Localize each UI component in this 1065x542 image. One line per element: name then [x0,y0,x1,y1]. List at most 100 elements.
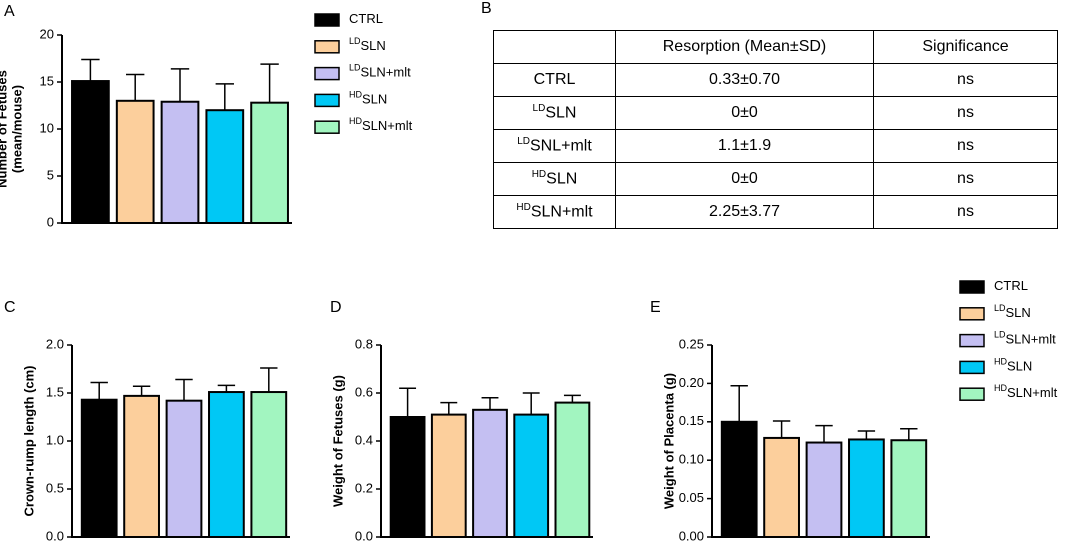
bar [472,408,508,538]
legend-name: SLN [362,92,387,107]
legend-swatch [314,13,340,27]
group-sup: LD [532,103,546,115]
legend-label: LDSLN [994,303,1031,320]
legend-label: CTRL [349,11,383,26]
y-tick-label: 0 [47,214,54,229]
y-tick-label: 0.25 [679,336,704,351]
bar [805,441,843,539]
table: Resorption (Mean±SD) Significance CTRL 0.… [493,30,1058,229]
bar [250,101,289,224]
significance-cell: ns [873,129,1058,163]
bar [208,391,245,539]
y-tick-label: 0.0 [46,528,64,542]
bar [513,413,550,539]
y-axis-title: Weight of Placenta (g) [661,373,676,509]
legend-label: HDSLN [349,90,387,107]
legend-sup: HD [994,384,1007,394]
bar [80,398,118,538]
panel-label: A [4,3,15,20]
legend-sup: HD [994,357,1007,367]
legend-label: HDSLN [994,357,1032,374]
legend-sup: LD [994,303,1006,313]
legend-name: CTRL [349,11,383,26]
bar [389,416,426,538]
legend-swatch [959,387,985,401]
y-tick-label: 1.5 [46,384,64,399]
legend-sup: LD [349,63,361,73]
legend-name: SLN+mlt [1007,386,1058,401]
header-cell: Significance [873,30,1058,64]
bar [250,391,288,539]
group-cell: CTRL [493,63,616,97]
bar [160,100,200,224]
y-axis-title: Crown-rump length (cm) [21,366,36,517]
group-cell: HDSLN+mlt [493,195,616,229]
panel-label: C [4,299,16,316]
bar [890,439,928,538]
significance-cell: ns [873,63,1058,97]
resorption-cell: 1.1±1.9 [615,129,874,163]
legend-swatch [959,280,985,294]
bar [720,420,758,538]
panel-label: E [650,299,661,316]
resorption-cell: 0±0 [615,96,874,130]
y-axis-title: (mean/mouse) [9,85,24,173]
resorption-cell: 0.33±0.70 [615,63,874,97]
header-row: Resorption (Mean±SD) Significance [493,30,1058,64]
bar [123,394,160,538]
significance-cell: ns [873,162,1058,196]
y-axis-title: Weight of Fetuses (g) [330,375,345,507]
legend-label: LDSLN+mlt [994,330,1056,347]
legend-sup: HD [349,117,362,127]
legend-label: LDSLN+mlt [349,63,411,80]
legend-swatch [314,40,340,54]
bar [71,80,110,224]
group-name: SNL+mlt [530,137,592,155]
bar [763,436,800,539]
y-tick-label: 0.00 [679,528,704,542]
header-cell [493,30,616,64]
group-cell: LDSLN [493,96,616,130]
legend-name: CTRL [994,278,1028,293]
y-axis-title: Number of Fetuses [0,70,9,188]
bar [554,401,591,538]
legend-label: LDSLN [349,36,386,53]
y-tick-label: 0.8 [355,336,373,351]
legend-swatch [959,360,985,375]
legend-sup: HD [349,90,362,100]
group-name: SLN [545,104,577,122]
legend-sup: LD [349,36,361,46]
legend-label: HDSLN+mlt [994,384,1058,401]
legend-name: SLN+mlt [361,65,412,80]
table-row: LDSNL+mlt 1.1±1.9 ns [493,129,1058,163]
legend-swatch [959,307,985,321]
y-tick-label: 2.0 [46,336,64,351]
significance-cell: ns [873,96,1058,130]
header-cell: Resorption (Mean±SD) [615,30,874,64]
legend-name: SLN [1006,305,1031,320]
y-tick-label: 0.5 [46,480,64,495]
y-tick-label: 20 [40,26,54,41]
legend-swatch [959,333,985,348]
y-tick-label: 15 [40,73,54,88]
panel-label: D [330,299,342,316]
legend-name: SLN [1007,359,1032,374]
legend-label: CTRL [994,278,1028,293]
bar [848,438,885,538]
legend-swatch [314,66,340,81]
table-label: B [481,0,492,17]
table-row: HDSLN+mlt 2.25±3.77 ns [493,195,1058,229]
y-tick-label: 0.05 [679,490,704,505]
table-row: CTRL 0.33±0.70 ns [493,63,1058,97]
y-tick-label: 5 [47,167,54,182]
bar [430,413,467,539]
significance-cell: ns [873,195,1058,229]
y-tick-label: 0.0 [355,528,373,542]
group-name: SLN+mlt [530,203,593,221]
group-name: SLN [546,170,578,188]
resorption-cell: 2.25±3.77 [615,195,874,229]
group-sup: HD [531,169,547,181]
table-row: LDSLN 0±0 ns [493,96,1058,130]
legend-name: SLN+mlt [362,119,413,134]
